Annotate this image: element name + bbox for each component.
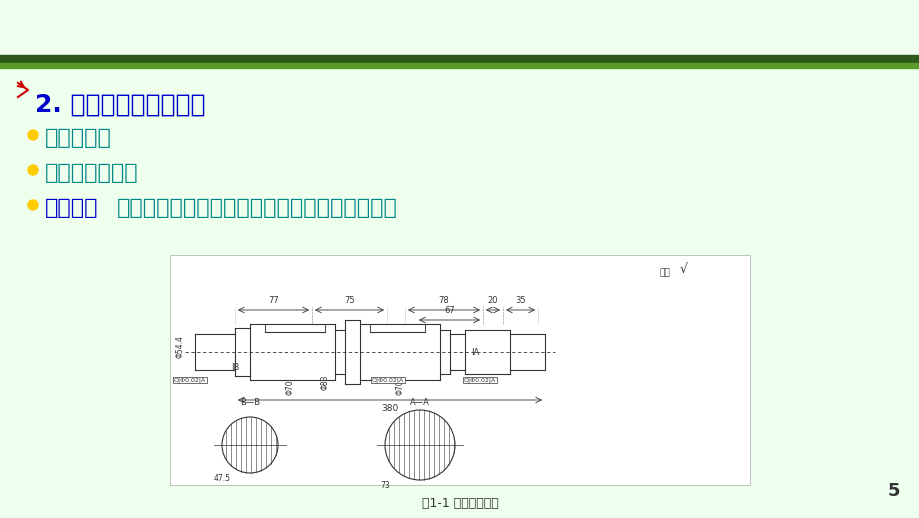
Text: 20: 20 (487, 296, 498, 305)
Text: 5: 5 (887, 482, 899, 500)
Text: 75: 75 (344, 296, 355, 305)
Text: 73: 73 (380, 481, 390, 490)
Text: Φ54.4: Φ54.4 (176, 336, 185, 358)
Text: 长度大于直径；: 长度大于直径； (45, 163, 139, 183)
Text: 35: 35 (515, 296, 526, 305)
Text: B—B: B—B (240, 398, 260, 407)
Text: 2. 轴类零件的结构特点: 2. 轴类零件的结构特点 (35, 93, 205, 117)
Text: IB: IB (231, 363, 239, 372)
Text: 加工表面: 加工表面 (45, 198, 98, 218)
Circle shape (28, 200, 38, 210)
Text: 图1-1 阶梯轴零件图: 图1-1 阶梯轴零件图 (421, 497, 498, 510)
Text: Φ70: Φ70 (285, 379, 294, 395)
Text: A—A: A—A (410, 398, 429, 407)
Text: Ο|Φ0.02|A: Ο|Φ0.02|A (463, 377, 495, 383)
Text: Ο|Φ0.02|A: Ο|Φ0.02|A (371, 377, 403, 383)
Circle shape (28, 165, 38, 175)
Text: 380: 380 (381, 404, 398, 413)
Text: 为内外圆柱面、圆锥面、螺纹、花键、沟槽等；: 为内外圆柱面、圆锥面、螺纹、花键、沟槽等； (117, 198, 397, 218)
Circle shape (28, 130, 38, 140)
Text: 其余: 其余 (659, 268, 670, 277)
Bar (0, 55, 919, 63)
Text: Φ83: Φ83 (320, 374, 329, 390)
Text: 77: 77 (267, 296, 278, 305)
Text: Φ70: Φ70 (395, 379, 404, 395)
Bar (170, 255, 749, 485)
Text: 回转体零件: 回转体零件 (45, 128, 112, 148)
Text: √: √ (679, 263, 687, 276)
Text: 67: 67 (444, 306, 454, 315)
Bar (0, 63, 919, 68)
Text: 78: 78 (438, 296, 448, 305)
Text: IA: IA (471, 348, 479, 357)
Text: 47.5: 47.5 (214, 474, 231, 483)
Text: Ο|Φ0.02|A: Ο|Φ0.02|A (174, 377, 206, 383)
